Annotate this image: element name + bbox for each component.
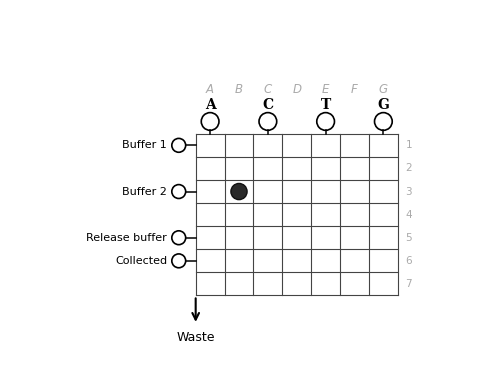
Text: A: A (206, 83, 214, 96)
Text: Buffer 1: Buffer 1 (123, 140, 167, 150)
Text: 1: 1 (406, 140, 412, 150)
Text: 3: 3 (406, 187, 412, 196)
Text: Buffer 2: Buffer 2 (123, 187, 167, 196)
Text: 4: 4 (406, 210, 412, 220)
Text: C: C (264, 83, 272, 96)
Text: T: T (320, 98, 331, 112)
Circle shape (231, 184, 247, 200)
Text: C: C (262, 98, 273, 112)
Text: Collected: Collected (115, 256, 167, 266)
Text: D: D (292, 83, 301, 96)
Text: 5: 5 (406, 233, 412, 243)
Text: Release buffer: Release buffer (86, 233, 167, 243)
Text: 6: 6 (406, 256, 412, 266)
Text: F: F (351, 83, 358, 96)
Text: G: G (377, 98, 389, 112)
Text: A: A (205, 98, 215, 112)
Text: Waste: Waste (177, 331, 215, 344)
Text: 2: 2 (406, 164, 412, 173)
Text: E: E (322, 83, 329, 96)
Text: G: G (379, 83, 388, 96)
Text: 7: 7 (406, 279, 412, 289)
Text: B: B (235, 83, 243, 96)
